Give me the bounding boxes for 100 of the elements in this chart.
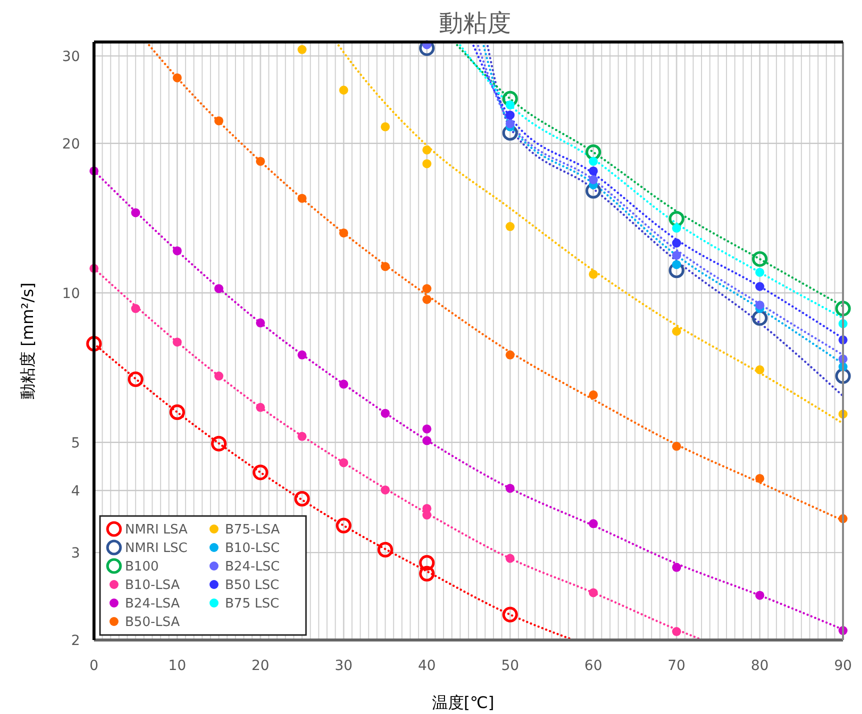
point xyxy=(672,442,682,451)
point xyxy=(339,228,348,238)
point xyxy=(506,119,515,128)
x-tick-label: 80 xyxy=(750,658,769,674)
point xyxy=(131,304,140,314)
point xyxy=(339,86,348,95)
point xyxy=(422,510,432,520)
legend-label: NMRI LSA xyxy=(125,522,188,538)
point xyxy=(298,194,307,203)
point xyxy=(588,156,598,166)
point xyxy=(588,519,598,528)
point xyxy=(668,262,684,278)
point xyxy=(252,464,268,480)
point xyxy=(755,474,764,483)
point xyxy=(506,554,515,563)
point xyxy=(835,368,851,384)
point xyxy=(502,90,518,107)
legend-label: B50 LSC xyxy=(225,578,280,594)
legend-label: NMRI LSC xyxy=(125,541,188,556)
point xyxy=(172,246,182,256)
point xyxy=(380,122,390,132)
point xyxy=(256,318,265,328)
point xyxy=(422,294,432,304)
point xyxy=(214,372,224,381)
point xyxy=(588,175,598,184)
point xyxy=(214,116,224,126)
y-tick-label: 3 xyxy=(71,545,80,562)
x-tick-label: 10 xyxy=(168,658,186,674)
point xyxy=(422,145,432,154)
point xyxy=(672,562,682,572)
point xyxy=(588,166,598,176)
point xyxy=(755,300,764,310)
point xyxy=(672,238,682,248)
x-tick-label: 20 xyxy=(252,658,270,674)
legend-label: B100 xyxy=(125,560,159,575)
point xyxy=(672,326,682,336)
point xyxy=(586,183,602,199)
point xyxy=(419,555,435,571)
point xyxy=(422,159,432,168)
point xyxy=(588,390,598,400)
point xyxy=(380,262,390,272)
point xyxy=(294,490,310,507)
x-axis-title: 温度[℃] xyxy=(432,693,494,712)
point xyxy=(755,590,764,600)
point xyxy=(256,402,265,412)
point xyxy=(835,300,851,316)
y-tick-label: 10 xyxy=(62,286,80,302)
point xyxy=(755,282,764,291)
point xyxy=(672,627,682,636)
point xyxy=(131,208,140,218)
x-tick-label: 50 xyxy=(501,658,520,674)
point xyxy=(380,485,390,494)
point xyxy=(336,518,352,534)
point xyxy=(256,156,265,166)
line-series xyxy=(335,42,843,424)
point xyxy=(752,251,768,267)
x-tick-label: 90 xyxy=(834,658,852,674)
point xyxy=(672,260,682,270)
x-tick-label: 40 xyxy=(418,658,436,674)
point xyxy=(752,310,768,326)
point xyxy=(755,268,764,277)
x-tick-label: 60 xyxy=(584,658,602,674)
point xyxy=(506,350,515,360)
point xyxy=(128,371,144,388)
legend-label: B10-LSA xyxy=(125,578,180,594)
point xyxy=(586,144,602,160)
point xyxy=(588,270,598,279)
point xyxy=(172,73,182,82)
point xyxy=(506,110,515,120)
x-tick-label: 0 xyxy=(90,658,98,674)
y-tick-label: 30 xyxy=(62,48,80,65)
y-tick-label: 2 xyxy=(71,632,80,649)
point xyxy=(506,222,515,232)
y-tick-label: 20 xyxy=(62,136,80,152)
point xyxy=(214,284,224,294)
point xyxy=(339,458,348,468)
x-tick-label: 30 xyxy=(334,658,353,674)
point xyxy=(506,100,515,110)
legend-label: B10-LSC xyxy=(225,541,280,556)
legend-label: B50-LSA xyxy=(125,615,180,630)
point xyxy=(506,484,515,493)
legend-label: B75-LSA xyxy=(225,522,280,538)
point xyxy=(339,380,348,389)
point xyxy=(298,350,307,360)
point xyxy=(588,588,598,598)
point xyxy=(169,404,186,420)
legend-label: B24-LSC xyxy=(225,560,280,575)
legend-label: B75 LSC xyxy=(225,596,280,612)
point xyxy=(380,408,390,418)
point xyxy=(672,250,682,260)
point xyxy=(298,45,307,54)
point xyxy=(172,338,182,347)
point xyxy=(755,365,764,374)
point xyxy=(672,224,682,233)
chart-title: 動粘度 xyxy=(439,9,511,37)
point xyxy=(502,606,518,622)
x-tick-label: 70 xyxy=(668,658,686,674)
point xyxy=(422,436,432,446)
point xyxy=(419,566,435,582)
y-tick-label: 5 xyxy=(71,435,80,452)
